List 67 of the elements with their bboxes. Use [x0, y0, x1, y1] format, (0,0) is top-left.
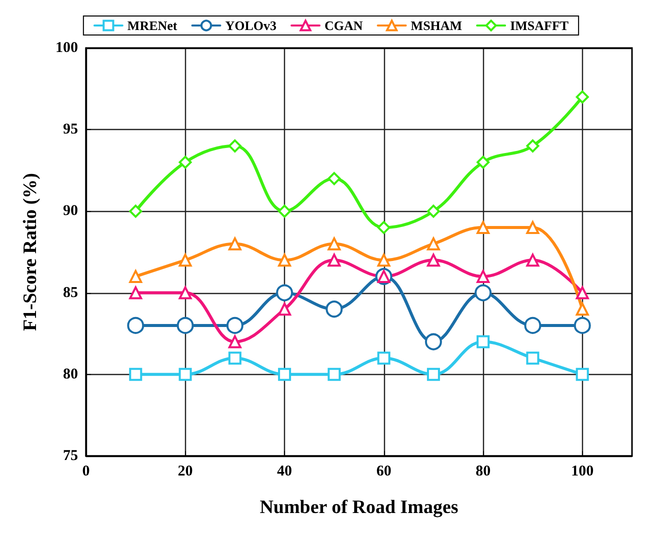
point — [576, 286, 589, 300]
point — [326, 300, 343, 318]
point — [576, 302, 589, 316]
point — [129, 368, 142, 381]
point — [276, 284, 294, 302]
y-tick-label: 75 — [63, 448, 78, 464]
point — [278, 302, 292, 316]
point — [328, 368, 341, 381]
x-tick-label: 40 — [277, 464, 292, 480]
point — [476, 335, 490, 348]
point — [328, 172, 341, 186]
x-tick-label: 100 — [571, 464, 594, 480]
point — [328, 237, 341, 250]
point — [576, 368, 589, 381]
point — [178, 368, 192, 381]
point — [226, 316, 244, 334]
y-tick-label: 80 — [63, 366, 78, 382]
point — [178, 254, 192, 267]
x-tick-label: 60 — [376, 464, 392, 480]
point — [129, 270, 142, 283]
point — [176, 316, 194, 334]
point — [426, 237, 440, 250]
point — [526, 254, 540, 267]
y-axis-title: F1-Score Ratio (%) — [20, 173, 41, 331]
point — [526, 221, 540, 234]
point — [178, 156, 192, 169]
y-tick-label: 90 — [63, 203, 78, 220]
point — [377, 221, 390, 234]
point — [228, 335, 242, 348]
point — [476, 221, 490, 234]
point — [127, 316, 144, 334]
point — [228, 237, 242, 250]
point — [476, 270, 490, 283]
legend-label: YOLOv3 — [225, 18, 278, 33]
point — [526, 352, 540, 365]
x-tick-label: 20 — [178, 464, 193, 480]
x-tick-label: 80 — [476, 464, 491, 480]
point — [524, 316, 542, 334]
point — [278, 204, 292, 218]
y-tick-label: 95 — [63, 122, 78, 138]
point — [178, 286, 192, 300]
point — [576, 90, 589, 104]
y-tick-label: 85 — [63, 284, 78, 301]
point — [228, 352, 242, 365]
point — [424, 333, 442, 350]
point — [377, 352, 390, 365]
point — [426, 254, 440, 267]
point — [278, 368, 292, 381]
point — [129, 286, 142, 300]
legend-label: MSHAM — [410, 18, 462, 33]
legend-label: CGAN — [324, 18, 364, 33]
point — [228, 139, 242, 152]
point — [328, 254, 341, 267]
point — [377, 254, 390, 267]
legend-label: IMSAFFT — [510, 18, 569, 33]
legend-label: MRENet — [127, 18, 178, 33]
point — [574, 316, 591, 334]
point — [129, 204, 142, 218]
point — [278, 254, 292, 267]
point — [426, 204, 440, 218]
point — [476, 156, 490, 169]
point — [526, 139, 540, 152]
x-axis-title: Number of Road Images — [260, 497, 458, 518]
point — [474, 284, 492, 302]
point — [426, 368, 440, 381]
y-tick-label: 100 — [56, 40, 78, 56]
x-tick-label: 0 — [82, 464, 90, 480]
